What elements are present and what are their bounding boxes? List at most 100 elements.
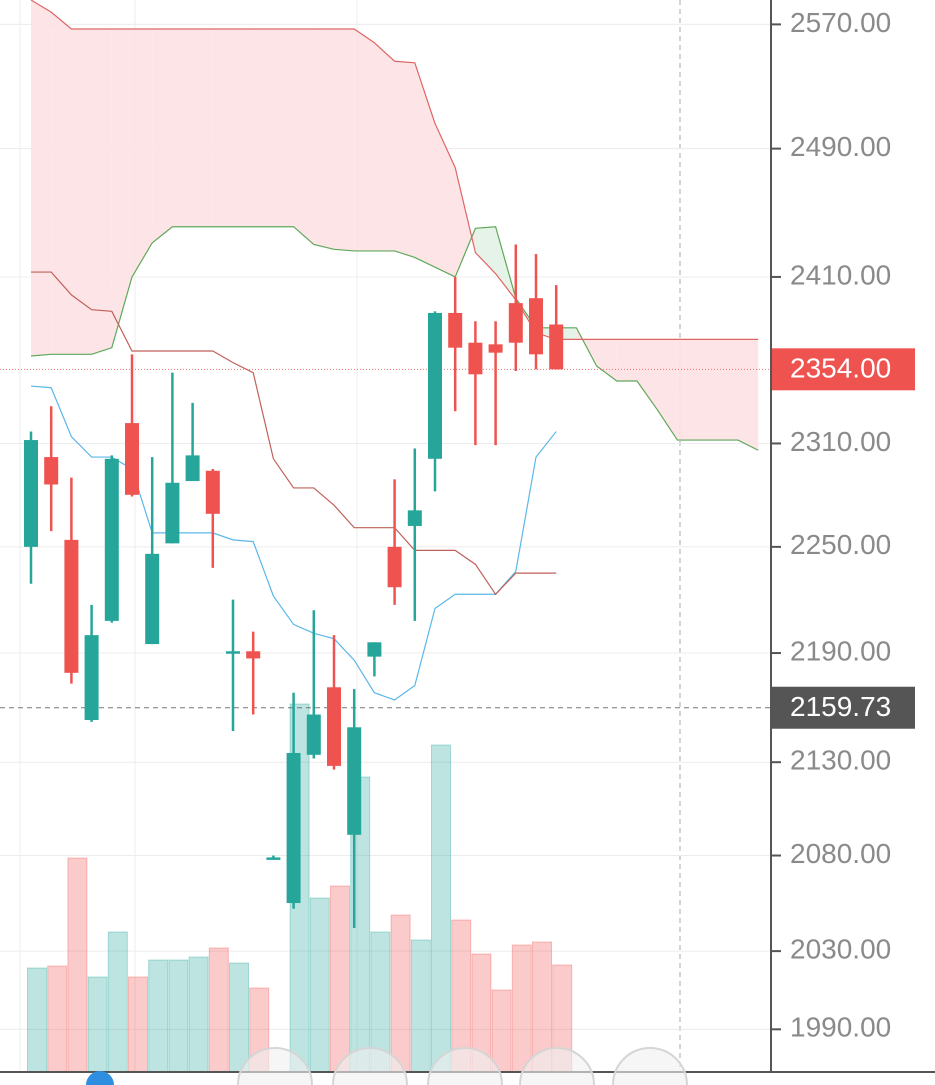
zoom-in-button[interactable] [519, 1047, 595, 1085]
cloud-fill [717, 339, 738, 441]
cloud-fill [334, 28, 355, 251]
y-tick-label: 2310.00 [790, 426, 891, 457]
cloud-fill [111, 28, 132, 348]
cloud-fill [192, 28, 213, 227]
y-tick-label: 2130.00 [790, 745, 891, 776]
volume-bar [390, 914, 411, 1073]
volume-bar [107, 931, 128, 1073]
candle-body [367, 642, 382, 657]
cloud-fill [677, 339, 698, 441]
volume-bar [431, 744, 451, 1073]
cloud-fill [313, 28, 334, 250]
cloud-fill [435, 123, 456, 277]
cloud-fill [132, 28, 153, 277]
cloud-fill [475, 226, 496, 274]
candle-body [266, 857, 281, 860]
cloud-fill [414, 62, 435, 268]
candle-body [508, 303, 523, 343]
volume-bar [229, 962, 249, 1073]
candle-body [145, 553, 160, 645]
candle-body [104, 458, 119, 621]
crosshair-price-tag [772, 686, 915, 729]
cloud-fill [212, 28, 233, 227]
y-tick-label: 2190.00 [790, 635, 891, 666]
volume-bar [47, 965, 68, 1073]
volume-bar [491, 989, 512, 1073]
volume-bar [67, 857, 88, 1073]
cloud-fill [71, 28, 92, 355]
cloud-fill [738, 339, 759, 451]
volume-layer [27, 703, 573, 1073]
candle-body [387, 546, 402, 588]
y-tick-label: 2250.00 [790, 529, 891, 560]
y-tick-label: 2410.00 [790, 259, 891, 290]
last-price-tag [772, 348, 915, 391]
span-a-line [30, 226, 759, 451]
candle-body [165, 482, 180, 544]
last-price-label: 2354.00 [790, 353, 891, 384]
cloud-fill [637, 339, 658, 410]
zoom-out-button[interactable] [237, 1047, 313, 1085]
candle-body [246, 651, 261, 659]
candle-body [407, 510, 422, 526]
cloud-fill [152, 28, 173, 243]
y-tick-label: 2080.00 [790, 838, 891, 869]
cloud-fill [374, 42, 395, 251]
cloud-fill [51, 12, 72, 355]
cloud-fill [31, 0, 52, 356]
cloud-fill [354, 28, 375, 251]
volume-bar [208, 947, 229, 1073]
candle-body [448, 312, 463, 348]
cloud-fill [394, 61, 415, 258]
candle-body [468, 342, 483, 375]
y-tick-label: 2030.00 [790, 934, 891, 965]
candle-body [306, 714, 321, 755]
candle-body [327, 687, 341, 766]
cloud-fill [91, 28, 112, 355]
candle-body [286, 752, 301, 904]
y-tick-label: 2570.00 [790, 7, 891, 38]
volume-bar [511, 944, 532, 1073]
cloud-fill [273, 28, 294, 227]
volume-bar [168, 959, 189, 1073]
volume-bar [309, 897, 330, 1073]
toolbar [86, 1047, 688, 1085]
logo [86, 1071, 114, 1085]
candle-body [24, 440, 38, 547]
cloud-fill [657, 339, 678, 441]
volume-bar [188, 956, 209, 1073]
cloud-layer [30, 0, 759, 451]
refresh-button[interactable] [427, 1047, 503, 1085]
volume-bar [27, 967, 47, 1073]
volume-bar [148, 959, 169, 1073]
y-tick-label: 2490.00 [790, 131, 891, 162]
span-b-line [30, 0, 759, 340]
candle-body [428, 312, 442, 459]
cloud-fill [172, 28, 193, 227]
volume-bar [87, 976, 108, 1073]
candle-body [64, 539, 79, 673]
cloud-fill [233, 28, 254, 227]
candle-body [125, 423, 139, 495]
cloud-fill [697, 339, 718, 441]
price-tags: 2354.00 2159.73 [772, 348, 915, 729]
candle-body [226, 651, 240, 654]
candle-body [347, 727, 362, 835]
y-tick-label: 1990.00 [790, 1012, 891, 1043]
candle-body [488, 344, 503, 353]
candle-body [549, 324, 564, 370]
candle-body [44, 457, 59, 485]
next-button[interactable] [612, 1047, 688, 1085]
cloud-fill [455, 167, 476, 277]
candle-body [205, 470, 220, 514]
volume-bar [330, 885, 350, 1073]
candle-body [185, 455, 200, 482]
reset-button[interactable] [332, 1047, 408, 1085]
candle-body [84, 635, 99, 720]
candles-layer [24, 244, 564, 928]
crosshair-price-label: 2159.73 [790, 691, 891, 722]
cloud-fill [293, 28, 314, 245]
candle-body [529, 298, 543, 355]
